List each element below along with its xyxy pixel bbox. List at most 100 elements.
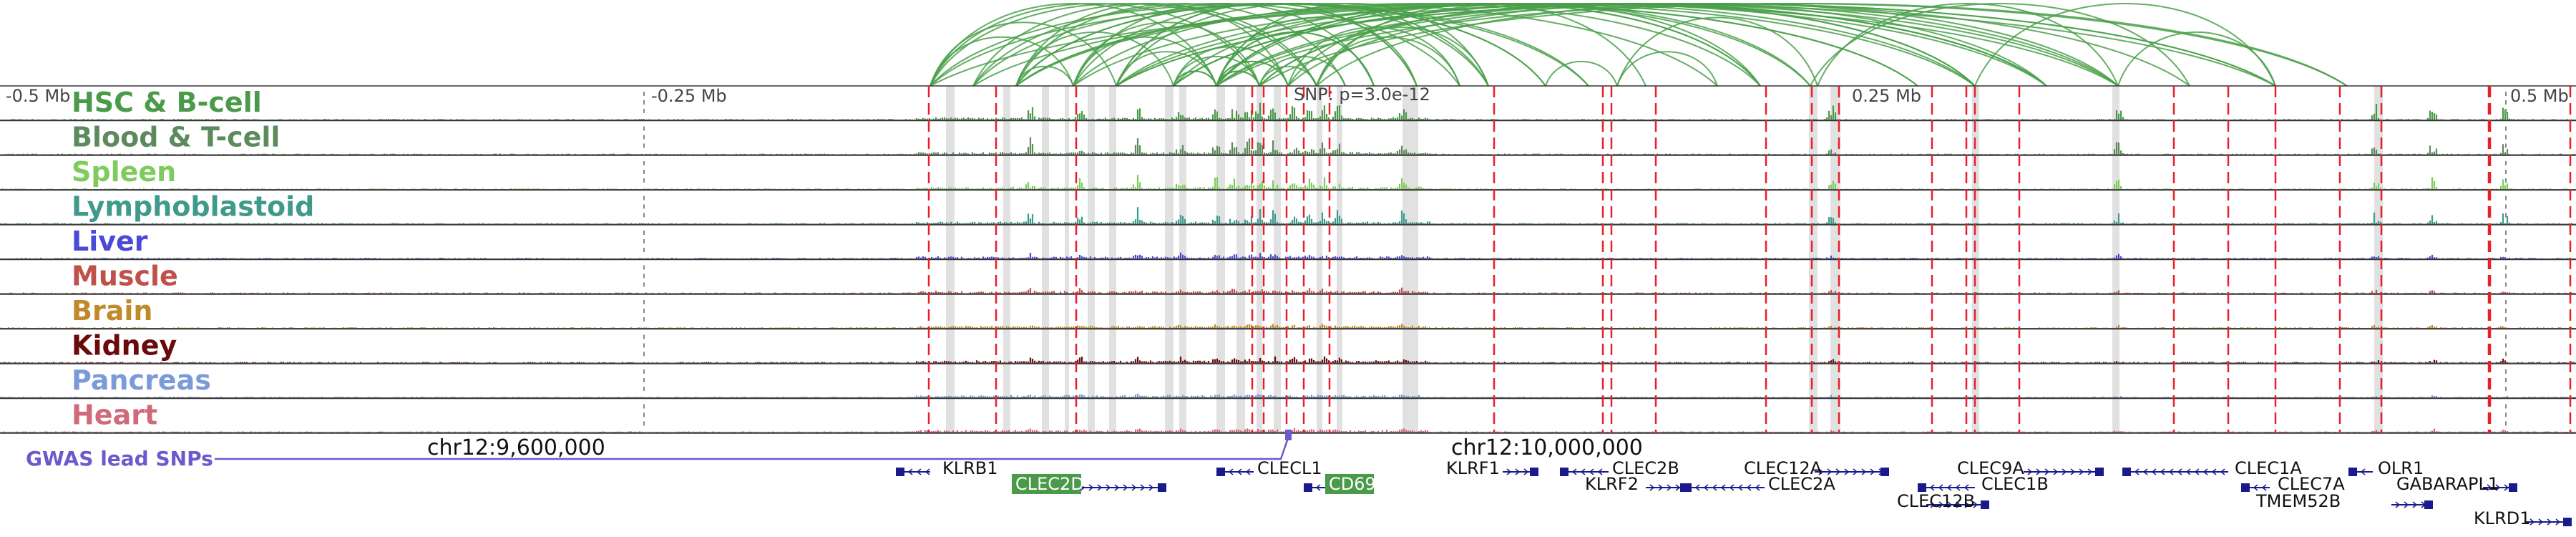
scale-left-label: -0.5 Mb xyxy=(6,86,70,106)
gene-label: KLRF1 xyxy=(1446,458,1500,478)
track-label-heart: Heart xyxy=(72,400,157,431)
interaction-arc xyxy=(1173,3,2047,87)
snp-pvalue-label: SNP: p=3.0e-12 xyxy=(1294,84,1430,105)
interaction-arc xyxy=(1216,16,1418,87)
interaction-arcs xyxy=(930,2,2348,87)
coord-right-label: chr12:10,000,000 xyxy=(1451,435,1643,460)
gene-tmem52b[interactable]: TMEM52B xyxy=(2255,491,2433,511)
gene-exon xyxy=(2241,483,2250,492)
gene-label: GABARAPL1 xyxy=(2396,474,2499,494)
gene-clec12a[interactable]: CLEC12A xyxy=(1744,458,1889,478)
gene-label: KLRF2 xyxy=(1585,474,1639,494)
track-label-blood-t-cell: Blood & T-cell xyxy=(72,122,280,153)
gene-klrd1[interactable]: KLRD1 xyxy=(2474,508,2572,528)
track-label-kidney: Kidney xyxy=(72,330,177,362)
gene-label: CLEC2A xyxy=(1768,474,1835,494)
track-label-liver: Liver xyxy=(72,226,148,257)
interaction-arc xyxy=(1216,3,2190,87)
gene-clec2a[interactable]: CLEC2A xyxy=(1683,474,1835,494)
interaction-arc xyxy=(1974,2,2276,87)
scale-mid-left-label: -0.25 Mb xyxy=(651,86,727,106)
gene-label: CLEC9A xyxy=(1957,458,2024,478)
interaction-arc xyxy=(1316,2,2119,87)
gene-label: CD69 xyxy=(1329,474,1376,494)
gene-label: TMEM52B xyxy=(2255,491,2341,511)
signal-bars xyxy=(11,252,2571,259)
gene-exon xyxy=(2424,500,2433,509)
interaction-arc xyxy=(1216,3,2348,87)
interaction-arc xyxy=(1073,2,1761,87)
gene-label: CLEC7A xyxy=(2278,474,2345,494)
track-label-pancreas: Pancreas xyxy=(72,364,211,396)
gene-exon xyxy=(1304,483,1312,492)
gene-highlight-box xyxy=(1325,474,1374,494)
strand-arrows xyxy=(2529,518,2570,526)
interaction-arc xyxy=(1259,3,2348,87)
gene-exon xyxy=(1918,483,1926,492)
track-label-hsc-b-cell: HSC & B-cell xyxy=(72,87,262,118)
signal-tracks xyxy=(0,85,2576,434)
gene-clec7a[interactable]: CLEC7A xyxy=(2241,474,2345,494)
gene-klrb1[interactable]: KLRB1 xyxy=(896,458,998,478)
interaction-arc xyxy=(930,2,1260,87)
gwas-snp-marker xyxy=(1285,430,1292,440)
interaction-arc xyxy=(930,36,1074,87)
gene-clec1b[interactable]: CLEC1B xyxy=(1918,474,2049,494)
interaction-arc xyxy=(1216,3,1761,87)
gene-exon xyxy=(2095,468,2104,476)
interaction-arc xyxy=(1015,2,1546,87)
interaction-arc xyxy=(1545,61,1618,87)
interaction-arc xyxy=(1616,16,1818,87)
gene-label: KLRD1 xyxy=(2474,508,2531,528)
gene-olr1[interactable]: OLR1 xyxy=(2348,458,2424,478)
gene-clec12b[interactable]: CLEC12B xyxy=(1897,491,1989,511)
gene-clecl1[interactable]: CLECL1 xyxy=(1216,458,1322,478)
gene-klrf1[interactable]: KLRF1 xyxy=(1446,458,1538,478)
gene-label: KLRB1 xyxy=(942,458,998,478)
interaction-arc xyxy=(930,3,1317,87)
gene-exon xyxy=(2122,468,2131,476)
gene-exon xyxy=(1560,468,1568,476)
snp-marker-lines xyxy=(927,86,2572,433)
interaction-arc xyxy=(1216,31,1375,87)
gene-label: CLEC1A xyxy=(2235,458,2302,478)
gwas-row: GWAS lead SNPs chr12:9,600,000 chr12:10,… xyxy=(26,430,1643,470)
interaction-arc xyxy=(1316,36,1460,87)
gene-label: CLEC1B xyxy=(1981,474,2049,494)
gene-exon xyxy=(2509,483,2517,492)
interaction-arc xyxy=(1216,31,1375,87)
gwas-label: GWAS lead SNPs xyxy=(26,447,213,470)
gene-cd69[interactable]: CD69 xyxy=(1304,474,1376,494)
gene-clec2d[interactable]: CLEC2D xyxy=(1012,474,1166,494)
gene-label: CLEC12A xyxy=(1744,458,1823,478)
gene-exon xyxy=(2563,518,2572,526)
signal-bars xyxy=(1,175,2569,190)
gene-clec1a[interactable]: CLEC1A xyxy=(2122,458,2302,478)
gene-gabarapl1[interactable]: GABARAPL1 xyxy=(2396,474,2518,494)
interaction-arc xyxy=(1173,70,1217,87)
track-labels: HSC & B-cell Blood & T-cellSpleenLymphobl… xyxy=(72,87,314,431)
gene-clec9a[interactable]: CLEC9A xyxy=(1957,458,2104,478)
gene-label: CLEC2B xyxy=(1612,458,1679,478)
interaction-arc xyxy=(1810,3,2190,87)
interaction-arc xyxy=(1015,65,1074,87)
gene-exon xyxy=(1158,483,1166,492)
scale-right-label: 0.5 Mb xyxy=(2510,86,2569,106)
gene-clec2b[interactable]: CLEC2B xyxy=(1560,458,1679,478)
scale-labels: -0.5 Mb -0.25 Mb SNP: p=3.0e-12 0.25 Mb … xyxy=(6,84,2569,106)
track-label-spleen: Spleen xyxy=(72,156,176,188)
strand-arrows xyxy=(1649,484,1689,491)
interaction-arc xyxy=(1216,61,1289,87)
track-label-lymphoblastoid: Lymphoblastoid xyxy=(72,191,314,223)
strand-arrows xyxy=(1818,468,1884,475)
interaction-arc xyxy=(930,3,1718,87)
gwas-connector-line xyxy=(215,437,1289,460)
track-label-muscle: Muscle xyxy=(72,261,178,292)
gene-highlight-box xyxy=(1012,474,1081,494)
interaction-arc xyxy=(1073,36,1217,87)
gene-label: CLECL1 xyxy=(1257,458,1322,478)
gene-exon xyxy=(1530,468,1538,476)
strand-arrows xyxy=(2395,501,2426,508)
